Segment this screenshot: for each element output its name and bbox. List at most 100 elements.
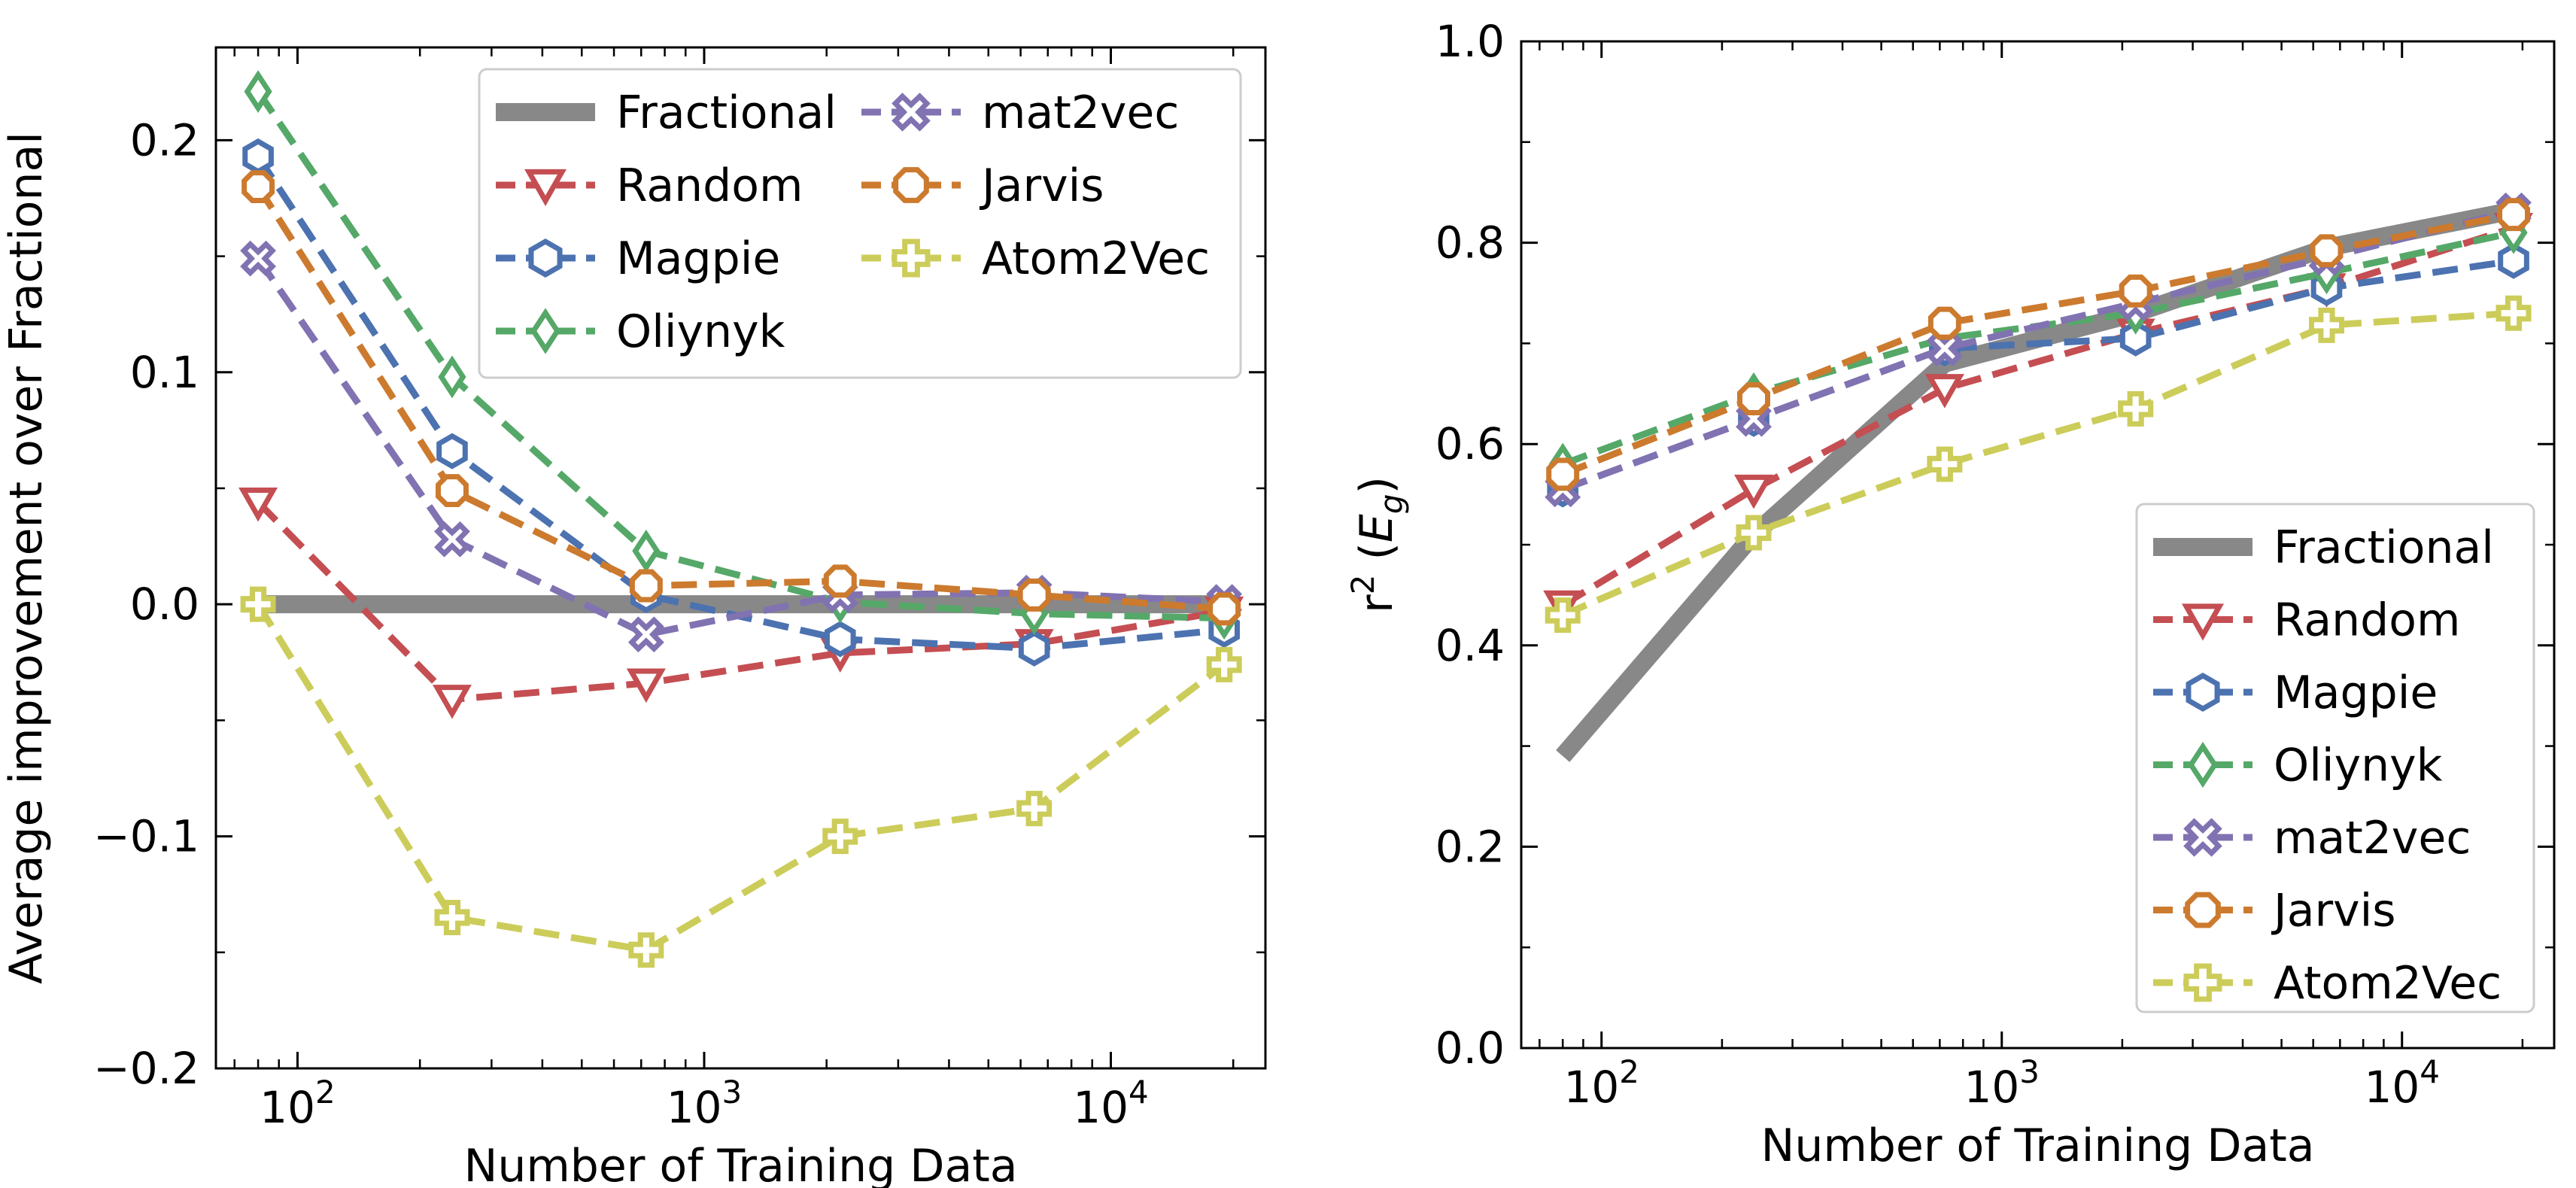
series-atom2vec <box>240 586 1242 968</box>
legend-entry-mat2vec: mat2vec <box>2153 812 2471 864</box>
legend-entry-atom2vec: Atom2Vec <box>2153 957 2502 1010</box>
y-tick-label: −0.1 <box>93 811 199 862</box>
y-tick-label: 0.4 <box>1435 620 1505 671</box>
point-jarvis <box>823 564 857 598</box>
point-mat2vec <box>627 616 664 653</box>
point-oliynyk <box>632 529 661 573</box>
x-tick-label: 102 <box>1563 1053 1639 1113</box>
x-tick-label: 102 <box>260 1074 336 1133</box>
y-tick-label: 0.2 <box>130 114 199 166</box>
point-atom2vec <box>1206 646 1242 682</box>
legend-marker <box>2186 672 2220 712</box>
point-random <box>1733 474 1774 509</box>
y-tick-label: 0.2 <box>1435 821 1505 872</box>
left-chart-improvement: −0.2 −0.1 0.0 0.1 0.2 102 103 104 Number of Trai… <box>0 46 1267 1188</box>
legend-marker <box>2185 892 2221 928</box>
legend-label: Jarvis <box>979 160 1104 212</box>
point-jarvis <box>1546 457 1580 491</box>
legend-entry-mat2vec: mat2vec <box>861 87 1179 139</box>
x-axis: 102 103 104 <box>233 47 1235 1133</box>
point-random <box>238 487 278 522</box>
point-magpie <box>2119 320 2152 357</box>
x-tick-label: 104 <box>2364 1053 2440 1113</box>
legend-label: Oliynyk <box>2274 740 2443 792</box>
legend-label: Atom2Vec <box>982 232 1210 285</box>
point-jarvis <box>1208 592 1241 626</box>
legend-label: Magpie <box>2274 667 2438 719</box>
y-tick-label: 0.1 <box>130 347 199 398</box>
legend-label: Oliynyk <box>616 305 785 358</box>
line-random <box>255 500 1225 703</box>
point-atom2vec <box>2308 307 2344 343</box>
legend-marker <box>524 169 567 206</box>
legend-entry-fractional: Fractional <box>496 87 837 139</box>
point-jarvis <box>1017 578 1051 612</box>
point-atom2vec <box>1736 515 1772 551</box>
x-axis-label: Number of Training Data <box>463 1140 1017 1188</box>
legend-marker <box>528 238 563 278</box>
x-axis-label: Number of Training Data <box>1760 1120 2314 1172</box>
point-oliynyk <box>438 355 466 399</box>
legend-marker <box>892 93 931 132</box>
plot-frame <box>214 46 1267 1070</box>
y-axis: 0.0 0.2 0.4 0.6 0.8 1.0 <box>1435 16 2554 1074</box>
point-magpie <box>242 138 274 175</box>
x-tick-label: 103 <box>1964 1053 2040 1113</box>
legend-entry-random: Random <box>496 160 803 212</box>
y-tick-label: 1.0 <box>1435 16 1505 67</box>
legend-label: Fractional <box>2274 521 2494 574</box>
y-axis: −0.2 −0.1 0.0 0.1 0.2 <box>93 114 1265 1094</box>
point-jarvis <box>2310 234 2344 268</box>
legend-label: Fractional <box>616 87 837 139</box>
legend-label: Magpie <box>616 232 780 285</box>
y-tick-label: −0.2 <box>93 1043 199 1094</box>
point-atom2vec <box>2496 295 2532 331</box>
legend-label: mat2vec <box>982 87 1179 139</box>
legend-entry-jarvis: Jarvis <box>861 160 1104 212</box>
line-mat2vec <box>1561 207 2515 493</box>
legend-label: Random <box>2274 594 2460 647</box>
point-atom2vec <box>434 900 470 936</box>
point-atom2vec <box>822 819 858 855</box>
point-jarvis <box>2497 198 2531 232</box>
line-oliynyk <box>255 90 1225 622</box>
y-tick-label: 0.0 <box>1435 1022 1505 1074</box>
legend-label: Jarvis <box>2271 885 2396 937</box>
legend-label: Atom2Vec <box>2274 957 2502 1010</box>
line-jarvis <box>1561 211 2514 478</box>
x-tick-label: 103 <box>667 1074 743 1133</box>
legend-entry-atom2vec: Atom2Vec <box>861 232 1210 285</box>
legend-box <box>2135 503 2535 1013</box>
point-random <box>1924 374 1964 409</box>
legend: Fractional Random Magpie Oliynyk mat2vec Jarv… <box>2135 503 2535 1013</box>
point-atom2vec <box>1927 446 1963 482</box>
y-tick-label: 0.6 <box>1435 418 1505 469</box>
legend-marker <box>2181 603 2225 641</box>
y-axis-label: r2 (Eg) <box>1344 476 1410 613</box>
point-jarvis <box>2119 274 2152 308</box>
point-mat2vec <box>1926 330 1963 366</box>
y-tick-label: 0.8 <box>1435 217 1505 269</box>
legend-marker <box>893 167 929 203</box>
x-tick-label: 104 <box>1073 1074 1149 1133</box>
legend: Fractional Random Magpie Oliynyk mat2vec Jarv… <box>478 68 1242 379</box>
point-jarvis <box>629 569 663 603</box>
legend-label: mat2vec <box>2274 812 2471 864</box>
legend-entry-fractional: Fractional <box>2153 521 2494 574</box>
point-magpie <box>824 621 856 658</box>
y-axis-label: Average improvement over Fractional <box>0 132 53 984</box>
point-atom2vec <box>1016 791 1053 827</box>
point-magpie <box>1018 630 1050 667</box>
point-atom2vec <box>628 932 664 968</box>
point-jarvis <box>1737 382 1770 415</box>
legend-entry-jarvis: Jarvis <box>2153 885 2396 937</box>
series-jarvis <box>242 170 1241 626</box>
point-jarvis <box>242 170 275 204</box>
line-jarvis <box>255 184 1225 612</box>
point-atom2vec <box>2118 390 2154 427</box>
legend-entry-magpie: Magpie <box>496 232 780 285</box>
point-random <box>626 668 666 703</box>
point-oliynyk <box>244 70 272 113</box>
y-tick-label: 0.0 <box>130 579 199 630</box>
